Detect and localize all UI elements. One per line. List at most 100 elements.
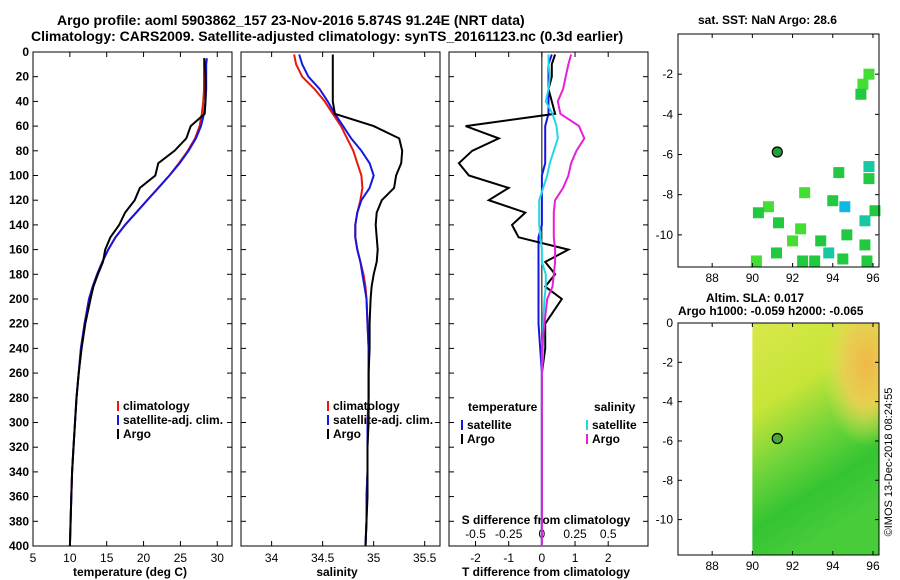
- sla-map-lat-label: -8: [662, 473, 673, 487]
- salinity-legend-label: climatology: [333, 399, 400, 413]
- sst-map-cell: [863, 173, 875, 185]
- salinity-difference-tick-label: 0.5: [600, 527, 617, 541]
- difference-legend-label: Argo: [592, 432, 620, 446]
- sst-map-cell: [837, 253, 849, 265]
- temperature-legend-label: Argo: [123, 427, 151, 441]
- sst-map-cell: [841, 229, 853, 241]
- depth-tick-label: 320: [9, 440, 29, 454]
- temperature-difference-axis-label: T difference from climatology: [462, 565, 630, 579]
- sla-map-field-high: [752, 323, 879, 555]
- temperature-tick-label: 10: [63, 551, 77, 565]
- depth-tick-label: 240: [9, 341, 29, 355]
- sst-map-cell: [859, 239, 871, 251]
- sst-map-lat-label: -6: [662, 148, 673, 162]
- sla-map-title: Altim. SLA: 0.017: [706, 291, 805, 305]
- temperature-axis-label: temperature (deg C): [73, 565, 187, 579]
- sla-map-lon-label: 94: [826, 559, 840, 573]
- sst-map-lat-label: -2: [662, 67, 673, 81]
- sla-map-lat-label: -10: [656, 513, 674, 527]
- depth-tick-label: 280: [9, 391, 29, 405]
- depth-tick-label: 0: [22, 45, 29, 59]
- temperature-series-2: [68, 58, 207, 547]
- depth-tick-label: 100: [9, 169, 29, 183]
- depth-tick-label: 120: [9, 193, 29, 207]
- sst-map-cell: [799, 187, 811, 199]
- sst-map-lat-label: -8: [662, 188, 673, 202]
- sst-map-cell: [869, 205, 881, 217]
- salinity-tick-label: 34: [265, 551, 279, 565]
- sla-map-lon-label: 88: [705, 559, 719, 573]
- difference-legend-header-salinity: salinity: [594, 400, 636, 414]
- depth-tick-label: 360: [9, 490, 29, 504]
- depth-tick-label: 200: [9, 292, 29, 306]
- sst-map-title: sat. SST: NaN Argo: 28.6: [698, 13, 837, 27]
- temperature-tick-label: 5: [30, 551, 37, 565]
- temperature-difference-tick-label: -2: [470, 551, 481, 565]
- sst-map-cell: [827, 195, 839, 207]
- difference-series-3: [540, 54, 586, 546]
- difference-plot-frame: [448, 51, 649, 547]
- sst-map-lat-label: -4: [662, 107, 673, 121]
- sst-map-cell: [752, 207, 764, 219]
- difference-legend-label: satellite: [467, 418, 512, 432]
- salinity-legend-label: Argo: [333, 427, 361, 441]
- temperature-tick-label: 20: [137, 551, 151, 565]
- depth-tick-label: 260: [9, 366, 29, 380]
- sla-map-argo-heights: Argo h1000: -0.059 h2000: -0.065: [678, 304, 864, 318]
- temperature-difference-tick-label: 2: [605, 551, 612, 565]
- depth-tick-label: 220: [9, 317, 29, 331]
- imos-timestamp: ©IMOS 13-Dec-2018 08:24:55: [883, 388, 895, 537]
- sst-map-cell: [863, 161, 875, 173]
- sla-map-lat-label: -6: [662, 434, 673, 448]
- depth-tick-label: 140: [9, 218, 29, 232]
- depth-tick-label: 80: [16, 144, 30, 158]
- salinity-legend-label: satellite-adj. clim.: [333, 413, 433, 427]
- sst-map-cell: [773, 217, 784, 229]
- depth-tick-label: 60: [16, 119, 30, 133]
- sst-map-cell: [823, 247, 835, 259]
- sla-map-lon-label: 90: [746, 559, 760, 573]
- temperature-tick-label: 30: [211, 551, 225, 565]
- salinity-difference-tick-label: 0.25: [563, 527, 587, 541]
- temperature-tick-label: 25: [174, 551, 188, 565]
- salinity-axis-label: salinity: [316, 565, 358, 579]
- depth-tick-label: 340: [9, 465, 29, 479]
- sst-map-cell: [795, 223, 807, 235]
- sst-map-lat-label: -10: [656, 228, 674, 242]
- sla-map-frame: [677, 322, 880, 556]
- salinity-difference-tick-label: -0.25: [495, 527, 523, 541]
- sst-map-cell: [815, 235, 827, 247]
- sst-map-lon-label: 92: [786, 271, 800, 285]
- salinity-series-2: [331, 54, 404, 547]
- sst-map-cell: [809, 255, 821, 267]
- salinity-tick-label: 34.5: [311, 551, 335, 565]
- depth-tick-label: 380: [9, 514, 29, 528]
- sst-map-cell: [833, 167, 845, 179]
- temperature-difference-tick-label: 1: [572, 551, 579, 565]
- sst-map-lon-label: 94: [826, 271, 840, 285]
- salinity-difference-tick-label: -0.5: [465, 527, 486, 541]
- title-line-2: Climatology: CARS2009. Satellite-adjuste…: [31, 28, 624, 44]
- salinity-series-0: [293, 54, 370, 547]
- temperature-legend-label: climatology: [123, 399, 190, 413]
- depth-tick-label: 40: [16, 94, 30, 108]
- sla-map-lat-label: 0: [666, 316, 673, 330]
- sst-map-lon-label: 96: [866, 271, 880, 285]
- salinity-tick-label: 35.5: [413, 551, 437, 565]
- sst-map-lon-label: 88: [705, 271, 719, 285]
- sst-map-cell: [861, 255, 873, 267]
- depth-tick-label: 400: [9, 539, 29, 553]
- difference-series-1: [457, 54, 572, 546]
- temperature-difference-tick-label: 0: [539, 551, 546, 565]
- sla-map-argo-marker: [771, 432, 783, 445]
- salinity-difference-axis-label: S difference from climatology: [462, 513, 631, 527]
- sst-map-cell: [762, 201, 774, 213]
- sst-map-cell: [787, 235, 799, 247]
- temperature-difference-tick-label: -1: [503, 551, 514, 565]
- sst-map-cell: [863, 68, 875, 80]
- salinity-tick-label: 35: [367, 551, 381, 565]
- sla-map-lat-label: -2: [662, 355, 673, 369]
- sst-map-argo-marker: [771, 146, 783, 158]
- sst-map-frame: [677, 33, 880, 268]
